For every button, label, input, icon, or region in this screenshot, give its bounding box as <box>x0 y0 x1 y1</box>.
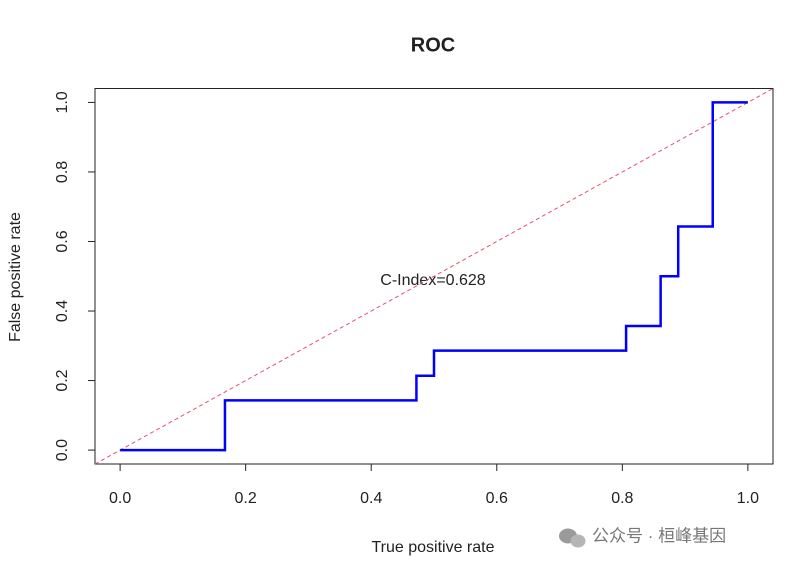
y-tick-label: 1.0 <box>54 91 71 113</box>
y-tick-label: 0.2 <box>54 369 71 391</box>
reference-diagonal <box>94 88 774 465</box>
x-tick-label: 0.4 <box>360 490 382 507</box>
x-tick-label: 0.0 <box>109 490 131 507</box>
x-tick-label: 1.0 <box>737 490 759 507</box>
roc-line <box>120 101 748 452</box>
y-tick-label: 0.0 <box>54 439 71 461</box>
x-tick-label: 0.6 <box>486 490 508 507</box>
x-axis-label: True positive rate <box>371 539 494 556</box>
y-tick-label: 0.6 <box>54 230 71 252</box>
y-axis-label: False positive rate <box>7 212 24 342</box>
watermark-icon <box>559 528 586 548</box>
x-tick-label: 0.8 <box>611 490 633 507</box>
y-tick-label: 0.4 <box>54 300 71 322</box>
annotation: C-Index=0.628 <box>380 272 486 289</box>
chart-title: ROC <box>411 34 455 56</box>
x-tick-label: 0.2 <box>235 490 257 507</box>
watermark: 公众号 · 桓峰基因 <box>592 526 726 545</box>
y-tick-label: 0.8 <box>54 161 71 183</box>
